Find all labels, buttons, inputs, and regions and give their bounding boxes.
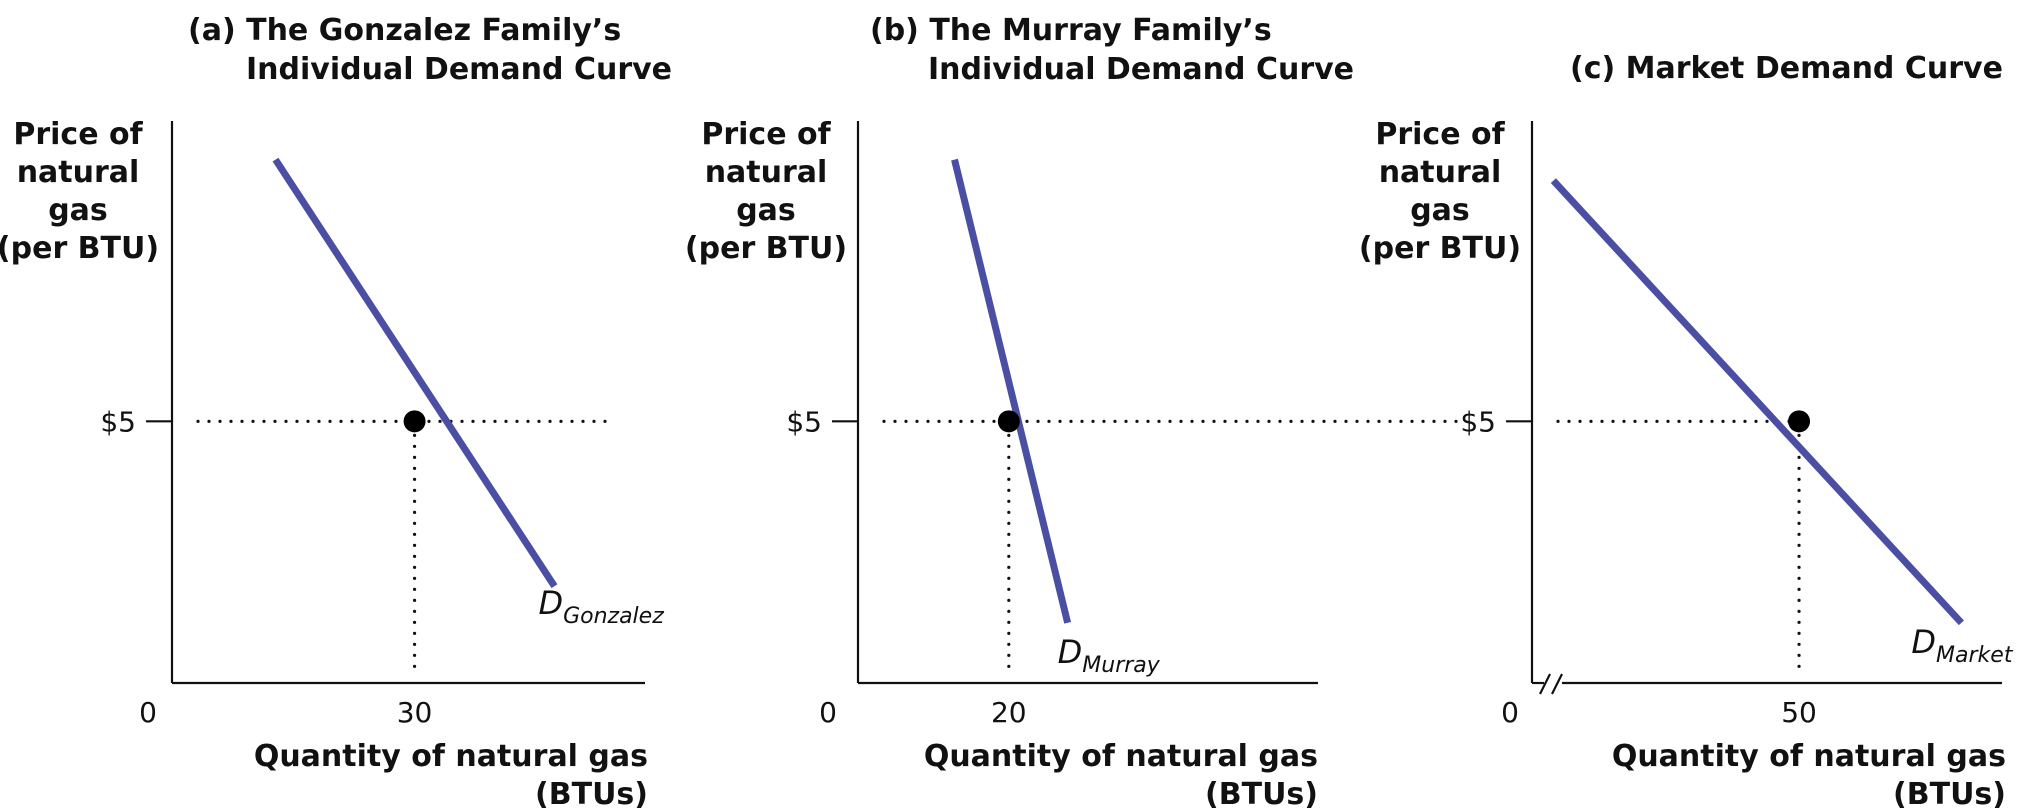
panel-b-ylabel-line2: natural [705,155,828,190]
panel-a-x-tick-label: 30 [397,696,433,729]
panel-b-y-tick-label: $5 [786,405,822,438]
panel-c-axis-break-mark-1 [1539,673,1551,695]
panel-a-demand-curve [272,157,558,589]
panel-b-murray: (b) The Murray Family’s Individual Deman… [685,13,1462,812]
panel-b-curve-label-main: D [1058,633,1083,671]
panel-a-ylabel-line2: natural [17,155,140,190]
panel-c-curve-label-main: D [1911,623,1936,661]
panel-c-ylabel-line2: natural [1379,155,1502,190]
panel-c-curve-label: DMarket [1911,623,2013,668]
panel-a-demand-point [403,410,426,433]
panel-c-ylabel-line1: Price of [1375,117,1505,152]
panel-b-xlabel-line2: (BTUs) [1205,777,1318,812]
panel-b-demand-point [997,410,1020,433]
panel-b-title-line1: (b) The Murray Family’s [870,13,1272,48]
panel-a-x-axis-label: Quantity of natural gas (BTUs) [254,739,648,812]
panel-a-xlabel-line1: Quantity of natural gas [254,739,648,774]
panel-a-xlabel-line2: (BTUs) [535,777,648,812]
panel-b-x-tick-label: 20 [991,696,1027,729]
panel-b-ylabel-line4: (per BTU) [685,231,847,266]
panel-a-gonzalez: (a) The Gonzalez Family’s Individual Dem… [0,13,672,812]
panel-a-ylabel-line4: (per BTU) [0,231,159,266]
panel-a-curve-label-main: D [538,584,563,622]
panel-b-x-axis-label: Quantity of natural gas (BTUs) [924,739,1318,812]
panel-b-curve-label-sub: Murray [1082,653,1160,678]
panel-a-title-line2: Individual Demand Curve [246,52,672,87]
panel-b-demand-curve [951,158,1072,624]
panel-c-axis-break-mark-2 [1551,673,1563,695]
panel-c-y-axis-label: Price of natural gas (per BTU) [1359,117,1521,266]
panel-c-xlabel-line1: Quantity of natural gas [1612,739,2006,774]
panel-a-ylabel-line3: gas [48,193,108,228]
panel-c-title-line1: (c) Market Demand Curve [1570,51,2003,86]
panel-c-ylabel-line3: gas [1410,193,1470,228]
panel-a-curve-label: DGonzalez [538,584,664,629]
panel-a-ylabel-line1: Price of [13,117,143,152]
panel-a-title-line1: (a) The Gonzalez Family’s [188,13,621,48]
panel-b-xlabel-line1: Quantity of natural gas [924,739,1318,774]
panel-b-ylabel-line3: gas [736,193,796,228]
panel-c-ylabel-line4: (per BTU) [1359,231,1521,266]
panel-c-demand-curve [1550,178,1964,626]
panel-c-demand-point [1788,410,1811,433]
panel-a-origin-label: 0 [139,696,157,729]
panel-a-curve-label-sub: Gonzalez [563,604,664,629]
panel-b-y-axis-label: Price of natural gas (per BTU) [685,117,847,266]
panel-b-origin-label: 0 [819,696,837,729]
panel-c-y-tick-label: $5 [1460,405,1496,438]
panel-c-x-tick-label: 50 [1781,696,1817,729]
panel-b-ylabel-line1: Price of [701,117,831,152]
panel-b-title-line2: Individual Demand Curve [928,52,1354,87]
panel-c-origin-label: 0 [1501,696,1519,729]
panel-a-y-tick-label: $5 [100,405,136,438]
panel-c-x-axis-label: Quantity of natural gas (BTUs) [1612,739,2006,812]
panel-c-xlabel-line2: (BTUs) [1893,777,2006,812]
panel-c-curve-label-sub: Market [1936,643,2014,668]
panel-b-curve-label: DMurray [1058,633,1161,678]
panel-c-market: (c) Market Demand Curve Price of natural… [1359,51,2014,812]
panel-a-y-axis-label: Price of natural gas (per BTU) [0,117,159,266]
